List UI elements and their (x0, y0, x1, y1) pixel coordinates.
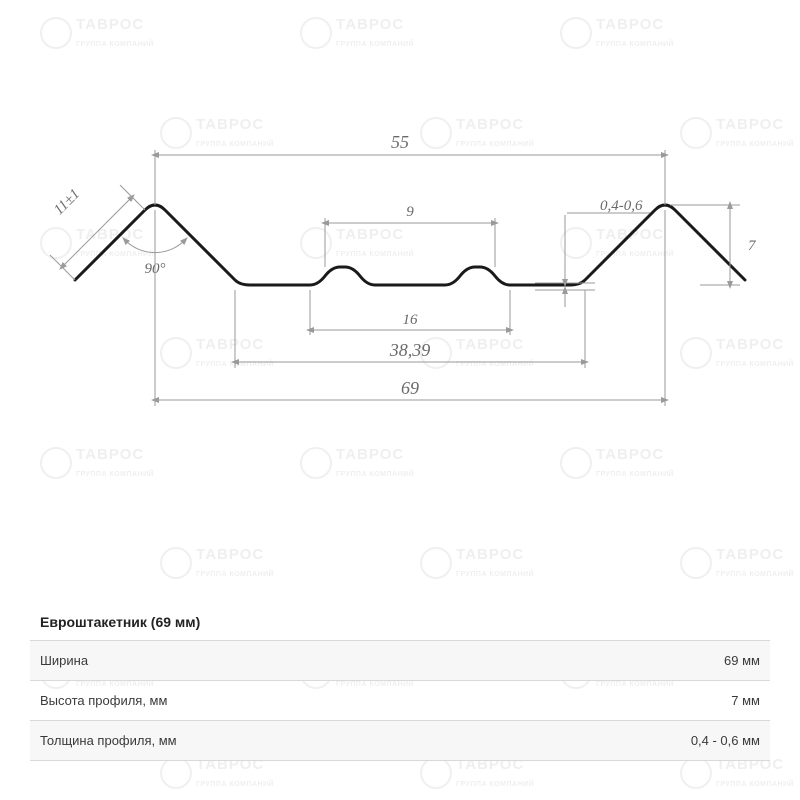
row-value: 69 мм (724, 653, 760, 668)
profile-diagram: 55 11±1 90° 9 0,4-0,6 7 (0, 0, 800, 560)
dim-thickness: 0,4-0,6 (535, 198, 650, 307)
dim-inner-span-label: 38,39 (389, 340, 431, 360)
dim-slant-label: 11±1 (51, 186, 83, 218)
table-row: Высота профиля, мм 7 мм (30, 681, 770, 721)
dim-bump-top: 9 (325, 204, 495, 267)
dim-inner-span: 38,39 (235, 290, 585, 368)
dim-bump-span-label: 16 (403, 312, 419, 328)
dim-overall-label: 69 (401, 378, 419, 398)
diagram-area: 55 11±1 90° 9 0,4-0,6 7 (0, 0, 800, 560)
row-value: 7 мм (731, 693, 760, 708)
row-label: Высота профиля, мм (40, 693, 167, 708)
spec-table: Евроштакетник (69 мм) Ширина 69 мм Высот… (30, 606, 770, 761)
dim-peak-height-label: 7 (748, 238, 757, 254)
row-label: Ширина (40, 653, 88, 668)
dim-bump-span: 16 (310, 290, 510, 335)
dim-top-span-label: 55 (391, 132, 409, 152)
table-title: Евроштакетник (69 мм) (30, 606, 770, 641)
table-row: Ширина 69 мм (30, 641, 770, 681)
dim-top-span: 55 (155, 132, 665, 205)
table-row: Толщина профиля, мм 0,4 - 0,6 мм (30, 721, 770, 761)
dim-bump-top-label: 9 (406, 204, 414, 220)
dim-slant: 11±1 (50, 185, 145, 280)
dim-thickness-label: 0,4-0,6 (600, 198, 643, 214)
dim-overall: 69 (155, 210, 665, 406)
row-value: 0,4 - 0,6 мм (691, 733, 760, 748)
row-label: Толщина профиля, мм (40, 733, 177, 748)
